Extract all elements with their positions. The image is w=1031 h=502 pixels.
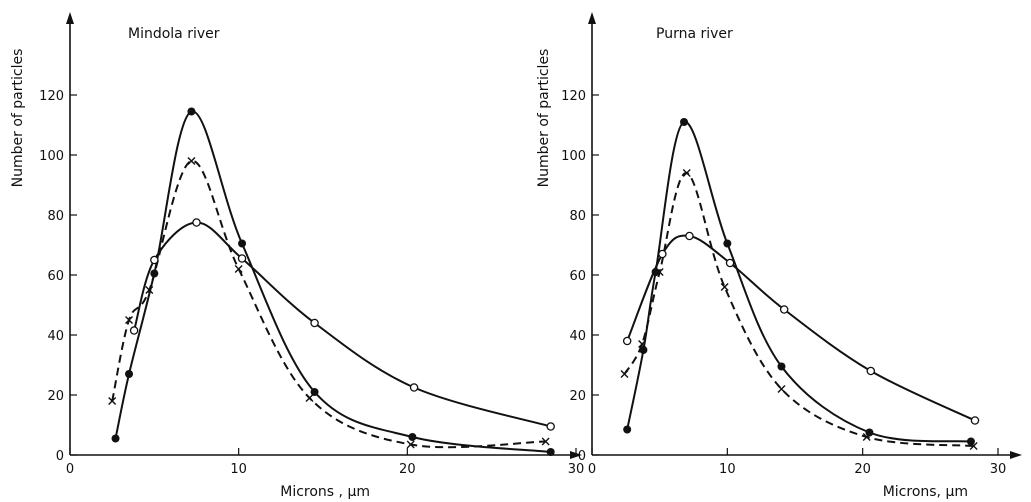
series-line-filled-circle	[114, 110, 551, 453]
data-point-open	[779, 305, 789, 314]
data-point-filled	[680, 118, 689, 126]
x-marker-stroke	[777, 385, 786, 393]
data-point-open	[685, 231, 694, 241]
x-marker-stroke	[969, 442, 978, 450]
series-line-x	[111, 160, 546, 449]
x-marker-stroke	[620, 370, 629, 378]
x-marker-stroke	[145, 286, 154, 294]
y-axis-label: Number of particles	[536, 49, 552, 188]
x-marker-stroke	[682, 169, 691, 177]
y-tick-label: 60	[47, 269, 64, 284]
x-marker-stroke	[108, 397, 117, 405]
y-tick-label: 40	[47, 329, 64, 344]
x-tick-label: 0	[66, 462, 74, 477]
x-tick-label: 0	[588, 462, 596, 477]
x-axis-label: Microns , µm	[280, 484, 370, 500]
data-point-x	[541, 437, 550, 446]
data-point-x	[777, 385, 786, 393]
x-marker-stroke	[720, 283, 729, 291]
data-point-x	[406, 440, 415, 449]
series-line-x	[623, 172, 974, 447]
data-point-x	[620, 370, 629, 378]
x-marker-stroke	[187, 157, 196, 165]
data-point-x	[655, 268, 664, 276]
x-tick-label: 20	[399, 462, 416, 477]
x-tick-label: 30	[990, 462, 1007, 477]
series-line-open-circle	[626, 234, 976, 422]
series-line-open-circle	[133, 221, 551, 428]
data-point-filled	[310, 388, 319, 396]
y-tick-label: 100	[39, 149, 64, 164]
data-point-open	[150, 255, 159, 265]
y-axis-arrow	[588, 12, 596, 24]
data-point-filled	[111, 434, 120, 443]
data-point-filled	[408, 433, 417, 441]
data-point-filled	[777, 362, 786, 371]
data-point-x	[125, 316, 134, 324]
chart-title: Mindola river	[128, 26, 220, 42]
data-point-filled	[865, 428, 874, 437]
data-point-filled	[623, 425, 632, 434]
y-tick-label: 80	[569, 209, 586, 224]
y-tick-label: 20	[47, 389, 64, 404]
data-point-filled	[723, 239, 732, 248]
data-point-open	[237, 254, 247, 263]
data-point-open	[192, 218, 201, 227]
x-tick-label: 30	[568, 462, 585, 477]
x-marker-stroke	[234, 265, 243, 273]
data-point-filled	[238, 239, 247, 248]
x-tick-label: 10	[719, 462, 736, 477]
y-tick-label: 40	[569, 329, 586, 344]
y-axis-arrow	[66, 12, 74, 24]
x-axis-arrow	[1010, 451, 1022, 459]
data-point-x	[862, 433, 871, 441]
data-point-x	[234, 265, 243, 273]
data-point-open	[866, 366, 876, 376]
chart-purna: 0 20 40 60 80 100 120 0 10 20 30 Purna river Microns…	[536, 12, 1022, 500]
data-point-open	[129, 326, 139, 335]
data-point-open	[546, 422, 555, 431]
data-point-open	[409, 383, 419, 392]
data-point-x	[187, 157, 196, 165]
data-point-filled	[187, 107, 196, 116]
data-point-x	[145, 286, 154, 294]
data-point-filled	[966, 437, 975, 446]
x-marker-stroke	[655, 268, 664, 276]
y-tick-label: 20	[569, 389, 586, 404]
series-line-filled-circle	[626, 121, 971, 443]
data-point-open	[658, 249, 667, 259]
y-tick-label: 120	[561, 89, 586, 104]
x-marker-stroke	[305, 394, 314, 402]
y-tick-label: 0	[56, 449, 64, 464]
data-point-open	[725, 258, 735, 268]
chart-title: Purna river	[656, 26, 733, 42]
y-axis-label: Number of particles	[10, 49, 26, 188]
x-marker-stroke	[541, 437, 550, 446]
x-tick-label: 10	[230, 462, 247, 477]
data-point-x	[969, 442, 978, 450]
x-axis-label: Microns, µm	[883, 484, 968, 500]
y-tick-label: 100	[561, 149, 586, 164]
data-point-x	[305, 394, 314, 402]
x-marker-stroke	[406, 440, 415, 449]
y-tick-label: 120	[39, 89, 64, 104]
data-point-x	[638, 340, 647, 348]
y-tick-label: 60	[569, 269, 586, 284]
y-tick-label: 80	[47, 209, 64, 224]
x-marker-stroke	[125, 316, 134, 324]
data-point-filled	[125, 370, 134, 378]
data-point-open	[622, 336, 632, 346]
data-point-x	[720, 283, 729, 291]
data-point-open	[310, 318, 319, 328]
data-point-open	[970, 416, 980, 425]
data-point-x	[682, 169, 691, 177]
data-point-filled	[546, 448, 555, 456]
x-marker-stroke	[862, 433, 871, 441]
data-point-x	[108, 397, 117, 405]
x-tick-label: 20	[854, 462, 871, 477]
y-tick-label: 0	[578, 449, 586, 464]
x-marker-stroke	[638, 340, 647, 348]
chart-mindola: 0 20 40 60 80 100 120 0 10 20 30 Mindola river Micro…	[10, 12, 584, 500]
